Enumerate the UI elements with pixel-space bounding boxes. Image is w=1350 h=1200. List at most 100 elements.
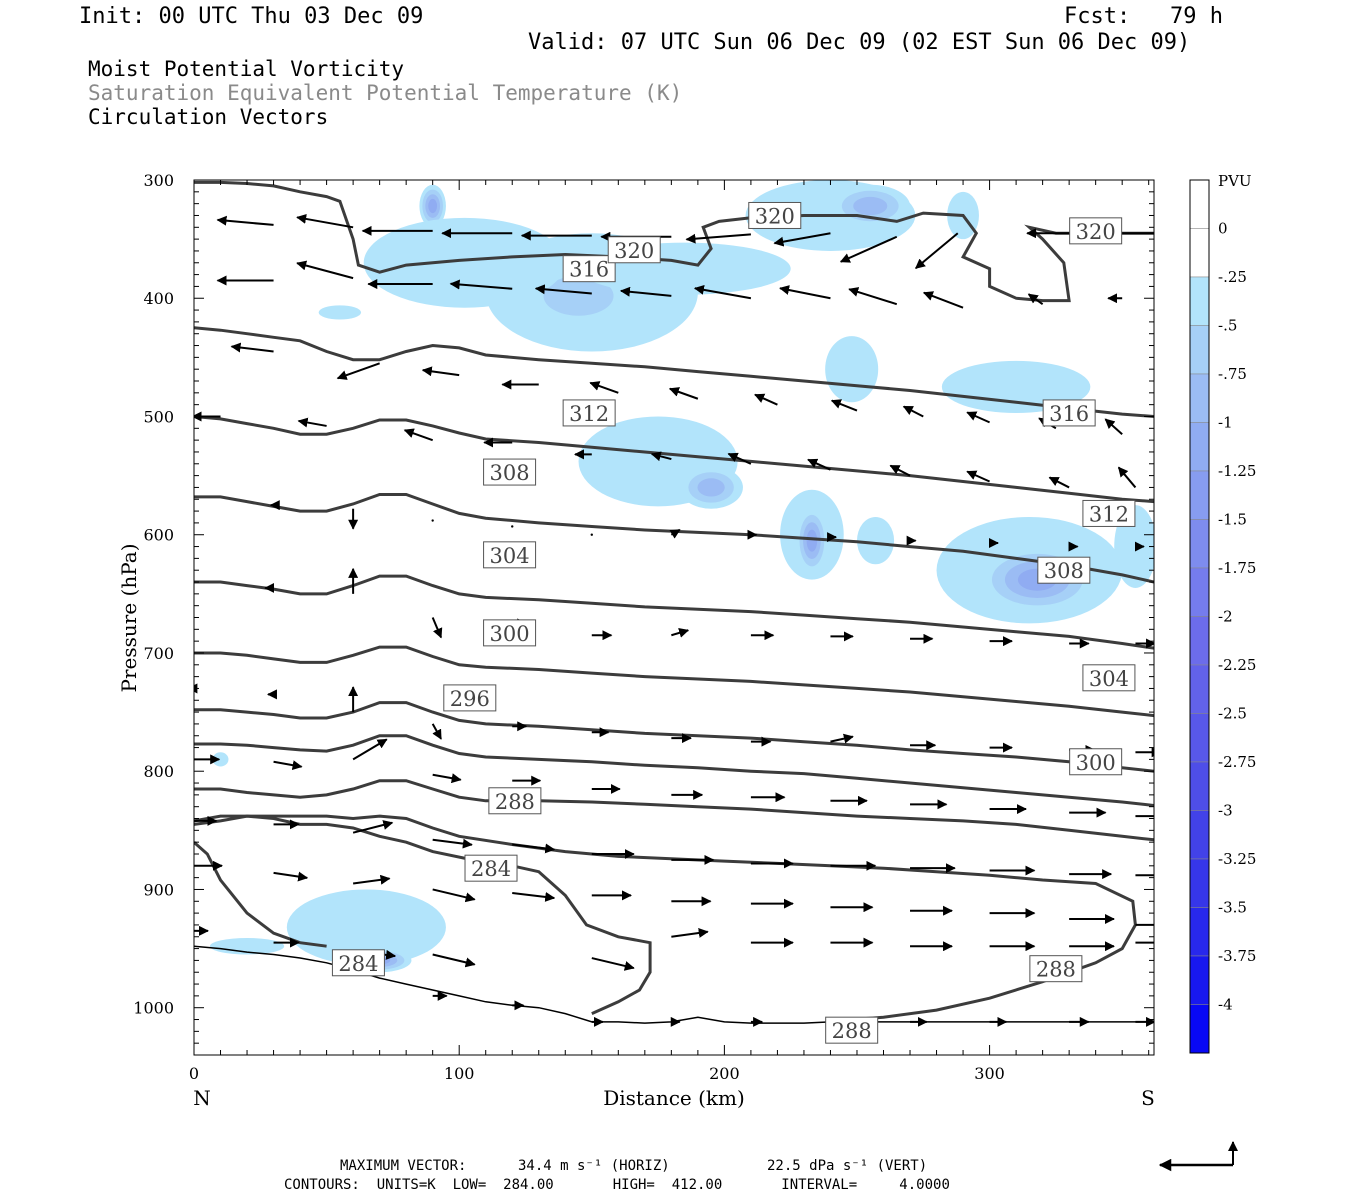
colorbar-swatch (1189, 470, 1210, 520)
x-tick-label: 100 (444, 1064, 475, 1083)
contour-label: 296 (450, 687, 490, 711)
circulation-vector (296, 213, 354, 229)
colorbar-label: -3.25 (1218, 850, 1256, 868)
max-vector-vert: 22.5 dPa s⁻¹ (VERT) (767, 1158, 928, 1174)
contour-label: 288 (495, 790, 535, 814)
contour-label-box (825, 1016, 879, 1044)
circulation-vector (685, 233, 751, 244)
circulation-vector (297, 417, 327, 428)
circulation-vector (511, 525, 514, 528)
pv-patch (428, 198, 438, 214)
theta-es-contour (194, 841, 327, 948)
contour-label: 288 (832, 1019, 872, 1043)
circulation-vector (403, 428, 434, 442)
circulation-vector (352, 874, 391, 885)
circulation-vector (966, 411, 990, 424)
circulation-vector (779, 285, 831, 300)
pv-patch (825, 336, 879, 403)
circulation-vector (773, 232, 831, 247)
circulation-vector (754, 393, 778, 406)
pv-patch (697, 478, 725, 497)
contour-label: 308 (490, 461, 530, 485)
circulation-vector (432, 838, 473, 849)
circulation-vector (296, 260, 354, 280)
circulation-vector (1104, 418, 1123, 435)
y-tick-label: 1000 (133, 999, 174, 1018)
contour-label: 300 (1076, 751, 1116, 775)
y-tick-label: 300 (143, 171, 174, 190)
contour-label: 312 (1089, 502, 1129, 526)
circulation-vector (431, 723, 442, 740)
contour-label-box (1082, 664, 1136, 692)
theta-es-contour (194, 645, 1154, 718)
max-vector-label: MAXIMUM VECTOR: (340, 1158, 467, 1174)
x-axis-title: Distance (km) (603, 1086, 745, 1110)
contour-label: 304 (1089, 667, 1129, 691)
circulation-vector (807, 458, 831, 471)
y-tick-label: 800 (143, 762, 174, 781)
colorbar-label: -.25 (1218, 268, 1247, 286)
colorbar-swatch (1189, 858, 1210, 908)
colorbar-label: 0 (1218, 220, 1228, 238)
circulation-vector (902, 405, 924, 418)
circulation-vector (669, 528, 681, 539)
contour-label: 284 (338, 952, 378, 976)
colorbar-label: -2.75 (1218, 753, 1256, 771)
circulation-vector (590, 533, 593, 536)
circulation-vector (830, 399, 858, 412)
contour-label-box (483, 619, 537, 647)
title-circulation: Circulation Vectors (88, 105, 329, 129)
x-end-label-north: N (193, 1086, 211, 1110)
circulation-vector (966, 470, 990, 483)
colorbar-swatch (1189, 519, 1210, 569)
colorbar-swatch (1189, 422, 1210, 472)
contour-label: 284 (471, 857, 511, 881)
title-moist-pv: Moist Potential Vorticity (88, 57, 405, 81)
y-axis-title: Pressure (hPa) (117, 544, 141, 693)
colorbar-swatch (1189, 1004, 1210, 1054)
circulation-vector (1117, 466, 1137, 489)
circulation-vector (449, 279, 513, 290)
circulation-vector (1048, 476, 1070, 489)
colorbar-frame (1189, 179, 1210, 1054)
contour-label-box (607, 236, 661, 264)
colorbar-label: -1.25 (1218, 462, 1256, 480)
y-tick-label: 600 (143, 526, 174, 545)
circulation-vector (619, 286, 672, 297)
colorbar-swatch (1189, 713, 1210, 763)
circulation-vector (1027, 293, 1044, 305)
circulation-vector (693, 284, 752, 300)
circulation-vector (352, 738, 388, 761)
colorbar-swatch (1189, 179, 1210, 229)
theta-es-contour (194, 180, 1154, 303)
max-vector-legend-arrow (1158, 1141, 1238, 1172)
x-tick-label: 300 (974, 1064, 1005, 1083)
contour-label-box (562, 255, 616, 283)
colorbar-label: -3.75 (1218, 947, 1256, 965)
title-theta-es: Saturation Equivalent Potential Temperat… (88, 81, 683, 105)
colorbar-swatch (1189, 616, 1210, 666)
valid-time: Valid: 07 UTC Sun 06 Dec 09 (02 EST Sun … (528, 30, 1191, 55)
circulation-vector (421, 366, 460, 377)
pv-patch (543, 276, 614, 316)
contour-label-box (1042, 399, 1096, 427)
contour-label-box (1029, 955, 1083, 983)
contour-label: 312 (569, 402, 609, 426)
colorbar-swatch (1189, 228, 1210, 278)
y-tick-label: 900 (143, 880, 174, 899)
colorbar-swatch (1189, 325, 1210, 375)
x-end-label-south: S (1141, 1086, 1155, 1110)
contour-label-box (483, 541, 537, 569)
circulation-vector (534, 284, 592, 295)
forecast-hour: Fcst: 79 h (1064, 4, 1223, 29)
contour-label: 316 (1049, 402, 1089, 426)
colorbar-label: -2.5 (1218, 705, 1247, 723)
pv-patch (806, 529, 818, 552)
circulation-vector (336, 362, 380, 380)
pv-patch (318, 305, 362, 320)
circulation-vector (839, 235, 898, 263)
contour-label: 320 (755, 204, 795, 228)
circulation-vector (914, 232, 959, 269)
colorbar-swatch (1189, 567, 1210, 617)
circulation-vector (889, 464, 911, 477)
